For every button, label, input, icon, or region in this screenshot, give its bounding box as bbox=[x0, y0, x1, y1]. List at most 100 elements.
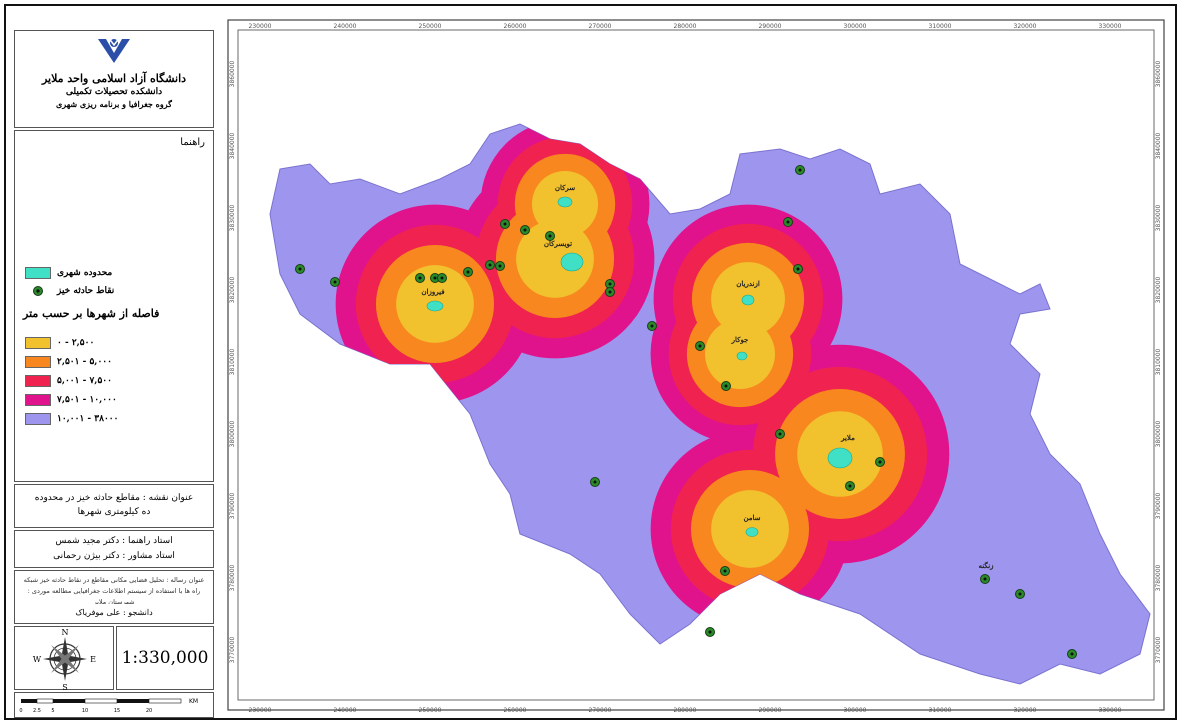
scale-ratio: 1:330,000 bbox=[121, 648, 209, 668]
urban-area-shape bbox=[426, 300, 444, 312]
accident-point-core bbox=[440, 276, 444, 280]
scale-bar-unit: KM bbox=[189, 698, 198, 705]
map-title-line-2: ده کیلومتری شهرها bbox=[77, 507, 151, 517]
y-tick-label: 3840000 bbox=[229, 132, 236, 159]
legend-class-swatch bbox=[25, 356, 51, 368]
city-label: ازندریان bbox=[736, 279, 760, 288]
y-tick-label: 3830000 bbox=[229, 204, 236, 231]
y-tick-label: 3800000 bbox=[1155, 420, 1162, 447]
x-tick-label: 270000 bbox=[589, 707, 612, 714]
university-name: دانشگاه آزاد اسلامی واحد ملایر bbox=[41, 72, 187, 85]
scale-bar-block: KM 0 2.5 5 10 15 20 bbox=[14, 692, 214, 718]
x-tick-label: 280000 bbox=[674, 23, 697, 30]
accident-point-core bbox=[298, 267, 302, 271]
accident-point-core bbox=[333, 280, 337, 284]
accident-point-core bbox=[503, 222, 507, 226]
legend-class-row: ۱۰,۰۰۱ - ۳۸۰۰۰ bbox=[25, 413, 118, 425]
y-tick-label: 3770000 bbox=[229, 636, 236, 663]
map-title-block: عنوان نقشه : مقاطع حادثه خیز در محدوده د… bbox=[14, 484, 214, 528]
x-tick-label: 310000 bbox=[929, 707, 952, 714]
map-sidebar: دانشگاه آزاد اسلامی واحد ملایر دانشکده ت… bbox=[14, 30, 214, 720]
x-tick-label: 330000 bbox=[1099, 707, 1122, 714]
y-tick-label: 3820000 bbox=[1155, 276, 1162, 303]
city-labels: سرکان تویسرکان فیروزان ازندریان جوکار ملایر سا… bbox=[421, 183, 994, 570]
compass-rose-icon: N S W E bbox=[33, 628, 96, 692]
x-tick-label: 300000 bbox=[844, 707, 867, 714]
accident-point-core bbox=[708, 630, 712, 634]
y-tick-label: 3780000 bbox=[229, 564, 236, 591]
accident-point-core bbox=[433, 276, 437, 280]
accident-point-core bbox=[1018, 592, 1022, 596]
accident-point-core bbox=[498, 264, 502, 268]
city-label: جوکار bbox=[731, 335, 749, 344]
accident-point-core bbox=[798, 168, 802, 172]
city-label: سرکان bbox=[555, 183, 575, 192]
accident-point-core bbox=[548, 234, 552, 238]
university-logo-icon bbox=[98, 36, 130, 63]
accident-point-icon bbox=[33, 286, 43, 296]
legend-class-swatch bbox=[25, 413, 51, 425]
legend-panel: راهنما محدوده شهری نقاط حادثه خیز فاصله … bbox=[14, 130, 214, 482]
compass-e: E bbox=[90, 655, 96, 664]
x-tick-label: 270000 bbox=[589, 23, 612, 30]
legend-accident-row: نقاط حادثه خیز bbox=[25, 285, 114, 297]
supervisor-name: استاد راهنما : دکتر مجید شمس bbox=[55, 536, 173, 546]
urban-area-shape bbox=[557, 196, 573, 208]
y-tick-label: 3860000 bbox=[1155, 60, 1162, 87]
buffer-ring bbox=[516, 220, 594, 298]
legend-urban-label: محدوده شهری bbox=[57, 268, 113, 278]
compass-s: S bbox=[62, 683, 67, 691]
y-tick-label: 3840000 bbox=[1155, 132, 1162, 159]
x-tick-label: 250000 bbox=[419, 23, 442, 30]
accident-point-core bbox=[698, 344, 702, 348]
accident-point-core bbox=[878, 460, 882, 464]
scale-bar: KM 0 2.5 5 10 15 20 bbox=[19, 698, 198, 714]
urban-area-shape bbox=[745, 527, 759, 537]
city-label: زنگنه bbox=[978, 561, 994, 570]
x-tick-label: 310000 bbox=[929, 23, 952, 30]
legend-class-row: ۷,۵۰۱ - ۱۰,۰۰۰ bbox=[25, 394, 117, 406]
accident-point-core bbox=[593, 480, 597, 484]
x-tick-label: 250000 bbox=[419, 707, 442, 714]
y-tick-label: 3810000 bbox=[1155, 348, 1162, 375]
student-name: دانشجو : علی موفریاک bbox=[75, 608, 153, 617]
accident-point-core bbox=[523, 228, 527, 232]
scale-tick: 5 bbox=[51, 708, 54, 714]
urban-area-swatch bbox=[25, 267, 51, 279]
compass-w: W bbox=[33, 655, 42, 664]
thesis-description-text: عنوان رساله : تحلیل فضایی مکانی مقاطع در… bbox=[23, 576, 205, 606]
urban-area-shape bbox=[827, 447, 853, 469]
accident-point-core bbox=[466, 270, 470, 274]
legend-class-row: ۰ - ۲,۵۰۰ bbox=[25, 337, 94, 349]
scale-tick: 0 bbox=[19, 708, 22, 714]
x-tick-label: 260000 bbox=[504, 707, 527, 714]
accident-point-core bbox=[608, 290, 612, 294]
legend-class-row: ۲,۵۰۱ - ۵,۰۰۰ bbox=[25, 356, 112, 368]
y-tick-label: 3800000 bbox=[229, 420, 236, 447]
city-label: فیروزان bbox=[421, 287, 444, 296]
consultant-name: استاد مشاور : دکتر بیژن رحمانی bbox=[53, 551, 175, 561]
urban-areas bbox=[426, 196, 853, 537]
accident-point-core bbox=[650, 324, 654, 328]
city-label: ملایر bbox=[840, 433, 855, 442]
x-tick-label: 240000 bbox=[334, 23, 357, 30]
map-title-line-1: عنوان نقشه : مقاطع حادثه خیز در محدوده bbox=[34, 493, 194, 503]
legend-class-row: ۵,۰۰۱ - ۷,۵۰۰ bbox=[25, 375, 112, 387]
x-tick-label: 330000 bbox=[1099, 23, 1122, 30]
y-tick-label: 3860000 bbox=[229, 60, 236, 87]
y-tick-label: 3820000 bbox=[229, 276, 236, 303]
y-tick-label: 3770000 bbox=[1155, 636, 1162, 663]
legend-class-swatch bbox=[25, 375, 51, 387]
legend-heading: راهنما bbox=[180, 137, 205, 148]
accident-point-core bbox=[608, 282, 612, 286]
accident-point-core bbox=[848, 484, 852, 488]
legend-accident-label: نقاط حادثه خیز bbox=[57, 286, 115, 296]
y-axis-ticks-right: 3860000 3840000 3830000 3820000 3810000 38000… bbox=[1155, 60, 1162, 663]
scale-tick: 20 bbox=[146, 708, 152, 714]
accident-point-core bbox=[724, 384, 728, 388]
x-tick-label: 260000 bbox=[504, 23, 527, 30]
legend-class-swatch bbox=[25, 394, 51, 406]
accident-point-core bbox=[786, 220, 790, 224]
city-label: تویسرکان bbox=[544, 239, 572, 248]
y-tick-label: 3830000 bbox=[1155, 204, 1162, 231]
